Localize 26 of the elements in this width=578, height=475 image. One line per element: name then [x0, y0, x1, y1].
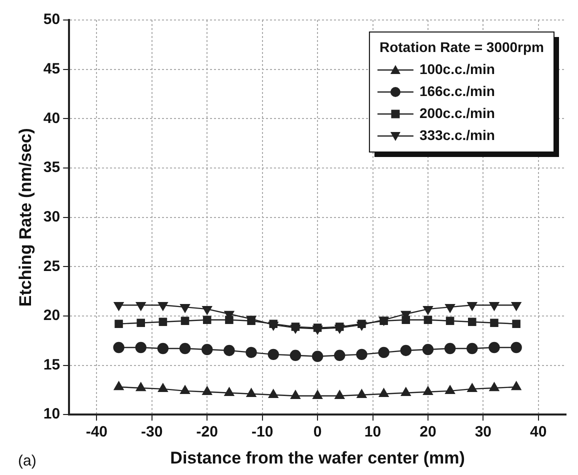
legend-label: 100c.c./min — [419, 60, 495, 77]
x-tick-label: -10 — [251, 424, 274, 441]
y-tick-label: 15 — [43, 356, 60, 374]
legend-label: 200c.c./min — [419, 104, 495, 121]
x-tick-label: 20 — [420, 424, 436, 441]
y-tick-label: 40 — [43, 110, 60, 127]
legend-label: 166c.c./min — [419, 82, 495, 99]
y-axis-title: Etching Rate (nm/sec) — [16, 128, 35, 307]
x-tick-label: 30 — [474, 424, 492, 441]
y-tick-label: 10 — [43, 406, 60, 423]
x-tick-label: 0 — [313, 424, 322, 441]
legend-title: Rotation Rate = 3000rpm — [379, 38, 544, 55]
y-tick-label: 30 — [43, 208, 60, 226]
legend-label: 333c.c./min — [419, 126, 495, 143]
x-tick-label: -40 — [86, 424, 108, 441]
x-tick-label: -30 — [141, 424, 163, 441]
x-tick-label: -20 — [196, 424, 218, 441]
x-axis-title: Distance from the wafer center (mm) — [170, 448, 465, 468]
y-tick-label: 45 — [43, 60, 60, 78]
y-tick-label: 50 — [43, 11, 60, 28]
y-tick-label: 20 — [43, 307, 60, 324]
y-tick-label: 35 — [43, 159, 60, 176]
text: (a) — [18, 452, 36, 470]
x-tick-label: 40 — [530, 424, 547, 441]
x-tick-label: 10 — [364, 424, 382, 441]
y-tick-label: 25 — [43, 258, 60, 275]
